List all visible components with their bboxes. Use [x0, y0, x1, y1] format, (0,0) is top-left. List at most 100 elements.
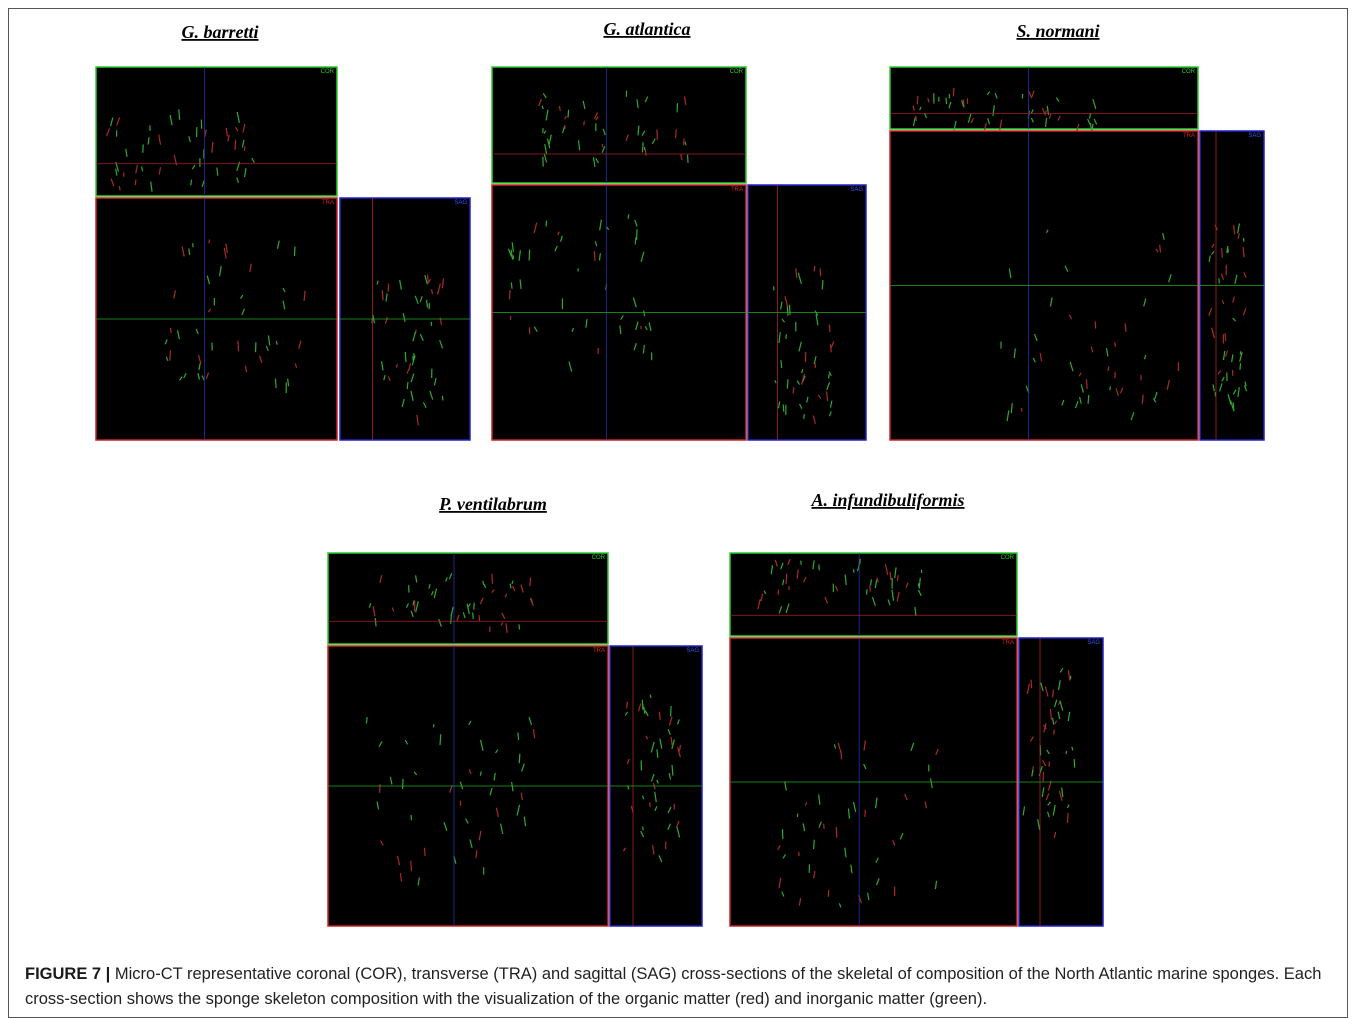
spicule [871, 579, 872, 585]
view-label: COR [592, 555, 606, 561]
spicule [529, 250, 530, 261]
spicule [1233, 402, 1234, 411]
spicule [275, 379, 276, 388]
spicule [1222, 248, 1223, 257]
spicule [276, 341, 277, 345]
spicule [1142, 395, 1143, 404]
spicule [510, 584, 511, 589]
spicule [294, 247, 295, 256]
spicule [1088, 395, 1089, 404]
spicule [584, 121, 585, 126]
spicule [519, 624, 520, 629]
spicule [796, 268, 797, 278]
spicule [433, 724, 434, 727]
spicule [179, 109, 180, 119]
spicule [822, 280, 823, 289]
spicule [787, 379, 788, 388]
figure: G. barretti COR TRA SAG G. atlantica COR TRA SA… [0, 0, 1358, 955]
panel-title: G. barretti [181, 22, 258, 42]
ct-view [492, 67, 746, 183]
spicule [786, 574, 787, 584]
spicule [897, 575, 898, 581]
spicule [375, 618, 376, 626]
spicule [407, 382, 408, 389]
spicule [405, 352, 406, 362]
spicule [841, 751, 842, 759]
view-label: COR [730, 69, 744, 75]
spicule [530, 578, 531, 586]
spicule [836, 827, 837, 838]
caption-text: Micro-CT representative coronal (COR), t… [25, 965, 1321, 1008]
spicule [451, 613, 452, 623]
spicule [594, 251, 595, 261]
spicule [170, 350, 171, 360]
spicule [916, 116, 917, 121]
view-label: SAG [850, 187, 863, 193]
spicule [642, 142, 643, 152]
spicule [519, 754, 520, 764]
spicule [1053, 689, 1054, 697]
spicule [804, 414, 805, 419]
view-label: TRA [731, 187, 743, 193]
spicule [628, 214, 629, 218]
spicule [643, 827, 644, 831]
spicule [778, 590, 779, 595]
view-label: TRA [1002, 640, 1014, 646]
spicule [650, 802, 651, 807]
view-label: SAG [686, 648, 699, 654]
spicule [518, 732, 519, 740]
caption: FIGURE 7 | Micro-CT representative coron… [25, 962, 1335, 1012]
spicule [509, 290, 510, 299]
view-label: TRA [593, 648, 605, 654]
caption-label: FIGURE 7 | [25, 965, 110, 983]
view-label: TRA [322, 200, 334, 206]
spicule [953, 88, 954, 97]
spicule [786, 334, 787, 339]
spicule [946, 98, 947, 105]
spicule [411, 861, 412, 871]
ct-view [890, 67, 1198, 129]
spicule [492, 574, 493, 584]
spicule [568, 110, 569, 118]
view-label: COR [321, 69, 335, 75]
spicule [672, 765, 673, 776]
spicule [473, 612, 474, 619]
spicule [191, 180, 192, 186]
spicule [829, 374, 830, 379]
spicule [890, 572, 891, 580]
view-label: TRA [1183, 133, 1195, 139]
spicule [683, 139, 684, 146]
spicule [124, 172, 125, 176]
spicule [483, 581, 484, 585]
spicule [209, 240, 210, 244]
ct-view [96, 67, 337, 196]
spicule [781, 360, 782, 368]
spicule [1225, 333, 1226, 341]
spicule [135, 179, 136, 185]
view-label: SAG [1087, 640, 1100, 646]
spicule [650, 695, 651, 698]
spicule [1110, 386, 1111, 390]
spicule [917, 96, 918, 104]
spicule [1031, 680, 1032, 689]
panel-title: P. ventilabrum [438, 494, 547, 514]
view-label: SAG [454, 200, 467, 206]
spicule [783, 404, 784, 411]
panel-title: A. infundibuliformis [810, 490, 964, 510]
panel-title: G. atlantica [603, 19, 690, 39]
panel-title: S. normani [1016, 21, 1099, 41]
spicule [1086, 379, 1087, 389]
spicule [1066, 751, 1067, 754]
spicule [790, 305, 791, 315]
spicule [659, 712, 660, 720]
spicule [637, 229, 638, 240]
spicule [440, 734, 441, 745]
spicule [1240, 363, 1241, 369]
view-label: COR [1182, 69, 1196, 75]
spicule [620, 325, 621, 334]
spicule [1067, 813, 1068, 823]
spicule [685, 142, 686, 146]
spicule [627, 702, 628, 709]
spicule [238, 341, 239, 352]
view-label: SAG [1248, 133, 1261, 139]
